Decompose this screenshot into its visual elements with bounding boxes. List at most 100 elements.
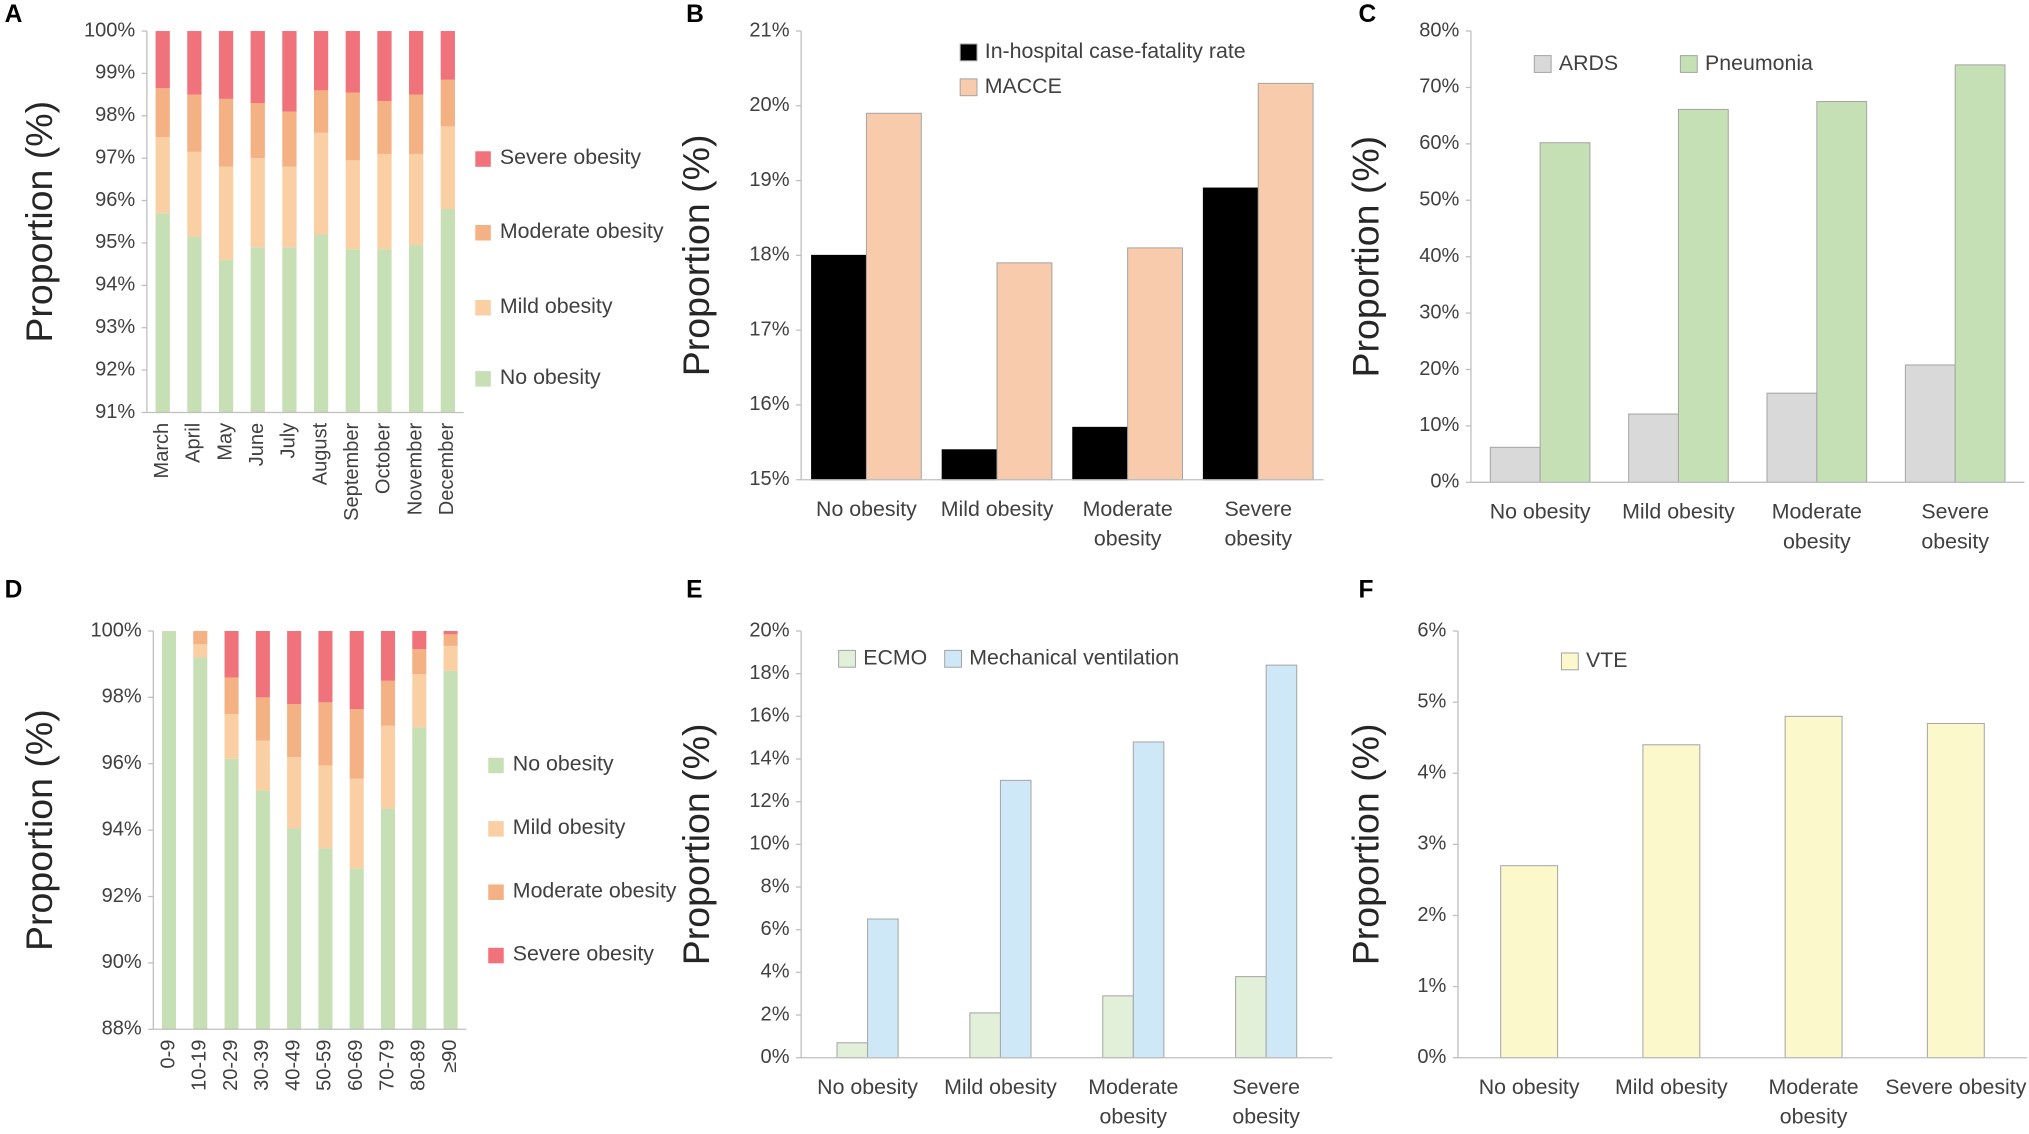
bar-segment [345, 160, 360, 250]
bar [1954, 64, 2006, 483]
x-tick-label-box: Mild obesity [1622, 500, 1735, 524]
x-tick-label: Mild obesity [1622, 500, 1735, 524]
y-axis-label: Proportion (%) [18, 101, 60, 343]
bar-segment [287, 757, 302, 829]
legend-label: Moderate obesity [512, 879, 677, 903]
x-tick-label: Moderate obesity [1082, 497, 1173, 551]
y-tick-label: 3% [1417, 833, 1446, 855]
panel-letter: E [686, 576, 702, 603]
bar-segment [193, 631, 208, 645]
y-tick-label: 0% [761, 1046, 790, 1068]
bar [1202, 187, 1259, 481]
y-tick-label: 21% [749, 19, 789, 41]
bar [836, 1042, 869, 1059]
x-tick-label: March [151, 423, 173, 479]
bar-segment [345, 249, 360, 413]
bar-segment [377, 153, 392, 250]
bar-segment [412, 727, 427, 1030]
x-tick-label-box: Mild obesity [944, 1076, 1057, 1099]
legend-label-box: In-hospital case-fatality rate [984, 40, 1246, 64]
legend-label: Severe obesity [499, 146, 642, 170]
x-tick-label: Moderate obesity [1088, 1075, 1179, 1129]
bar-segment [193, 644, 208, 658]
bar-segment [412, 674, 427, 728]
y-tick-label: 1% [1417, 975, 1446, 997]
y-tick-label: 93% [95, 316, 135, 338]
bar-segment [287, 704, 302, 758]
x-tick-label-box: Mild obesity [940, 497, 1054, 522]
y-tick-label: 30% [1419, 301, 1459, 323]
bar-segment [224, 713, 239, 759]
legend-label: Pneumonia [1704, 51, 1813, 75]
bar [941, 449, 998, 481]
legend-label-box: Pneumonia [1704, 51, 1813, 75]
y-tick-label: 40% [1419, 245, 1459, 267]
y-tick-label: 2% [1417, 904, 1446, 926]
legend-swatch [488, 884, 504, 900]
legend-label-box: Mechanical ventilation [969, 647, 1179, 670]
y-axis-label: Proportion (%) [18, 709, 60, 951]
legend-swatch [488, 821, 504, 837]
y-tick-label: 96% [95, 189, 135, 211]
y-tick-label: 20% [749, 619, 789, 641]
y-tick-label: 8% [761, 875, 790, 897]
bar [1816, 101, 1868, 483]
x-tick-label: December [436, 423, 458, 516]
y-tick-label: 10% [749, 833, 789, 855]
bar-segment [440, 209, 455, 413]
x-tick-label-box: Moderate obesity [1772, 500, 1862, 553]
y-tick-label: 100% [84, 19, 135, 41]
y-tick-label: 94% [102, 818, 142, 840]
bar-segment [313, 132, 329, 235]
y-tick-label: 94% [95, 274, 135, 296]
y-tick-label: 15% [749, 468, 789, 490]
bar-segment [218, 98, 234, 167]
panel-letter: A [5, 1, 23, 28]
x-tick-label: 30-39 [251, 1040, 273, 1091]
bar-segment [380, 808, 396, 1030]
bar [996, 262, 1053, 481]
bar-segment [409, 153, 424, 246]
y-tick-label: 6% [761, 918, 790, 940]
legend-label: VTE [1586, 649, 1628, 673]
bar-segment [255, 790, 270, 1030]
x-tick-label: Mild obesity [940, 497, 1054, 522]
x-tick-label: No obesity [817, 1075, 918, 1100]
bar-segment [380, 680, 396, 726]
y-tick-label: 19% [749, 169, 789, 191]
bar-segment [345, 92, 360, 161]
panel-letter: D [5, 576, 23, 603]
x-tick-label: May [214, 423, 236, 461]
x-tick-label: 0-9 [157, 1040, 179, 1069]
bar-segment [443, 634, 458, 646]
y-tick-label: 4% [761, 961, 790, 983]
bar [969, 1012, 1001, 1059]
bar-segment [218, 31, 234, 99]
legend-swatch [475, 299, 491, 316]
legend-label: ARDS [1558, 51, 1619, 75]
y-tick-label: 80% [1419, 19, 1459, 41]
legend-label: In-hospital case-fatality rate [984, 40, 1246, 64]
bar [1127, 247, 1184, 481]
panel-letter: B [686, 1, 704, 28]
x-tick-label: July [278, 423, 300, 459]
bar-segment [409, 94, 424, 154]
legend-label: No obesity [512, 752, 614, 776]
bar-segment [409, 31, 424, 95]
bar-segment [412, 649, 427, 675]
y-tick-label: 4% [1417, 762, 1446, 784]
legend-label-box: Mild obesity [500, 295, 613, 318]
bar-segment [349, 708, 364, 779]
bar [865, 112, 922, 481]
legend-label-box: ARDS [1558, 51, 1619, 75]
bar-segment [282, 166, 297, 248]
bar [1926, 722, 1985, 1059]
x-tick-label: November [404, 423, 426, 516]
legend-swatch [959, 43, 978, 62]
x-tick-label: Mild obesity [1615, 1075, 1728, 1100]
bar-segment [161, 631, 177, 1030]
y-tick-label: 100% [90, 619, 141, 641]
bar-segment [282, 247, 297, 413]
x-tick-label-box: Severe obesity [1224, 498, 1292, 551]
legend-label-box: Moderate obesity [500, 220, 664, 243]
